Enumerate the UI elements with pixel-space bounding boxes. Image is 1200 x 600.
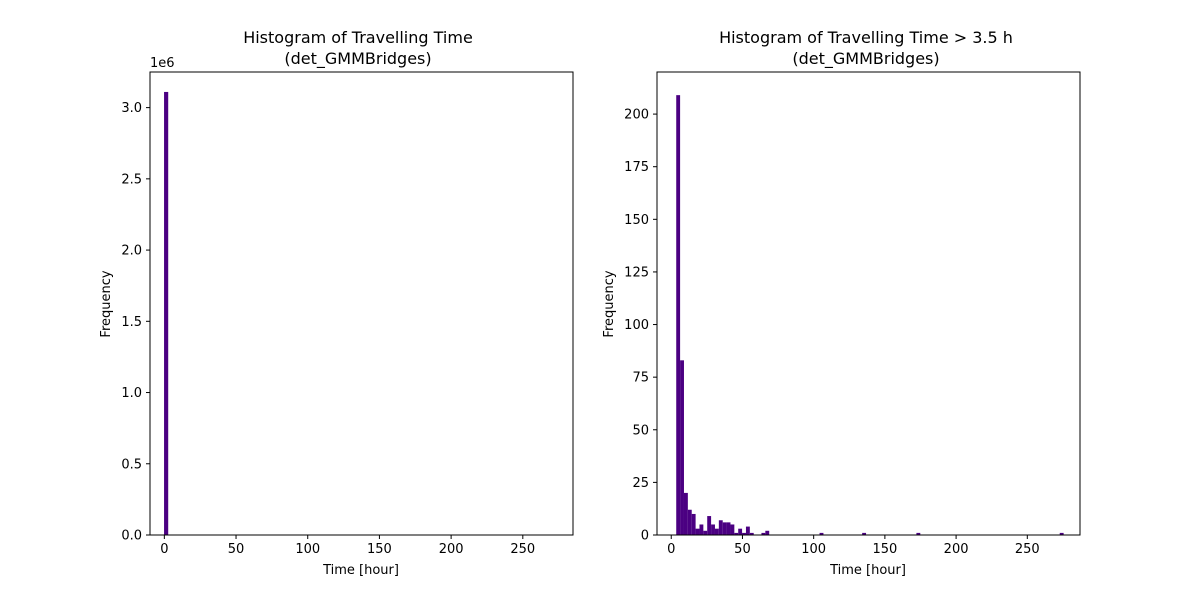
chart-left-title-line1: Histogram of Travelling Time xyxy=(243,28,473,47)
chart-right-x-axis-label: Time [hour] xyxy=(829,563,906,578)
chart-left-y-tick-label: 0.5 xyxy=(121,457,142,472)
chart-left-x-tick-label: 250 xyxy=(510,542,535,557)
chart-left-bars xyxy=(164,91,169,536)
chart-right-y-tick-label: 200 xyxy=(624,108,649,123)
chart-right-y-tick-label: 75 xyxy=(632,371,649,386)
chart-right-bar xyxy=(718,520,723,535)
chart-left-x-axis-label: Time [hour] xyxy=(322,563,399,578)
chart-right-bar xyxy=(761,532,766,535)
chart-left-x-tick-label: 100 xyxy=(295,542,320,557)
chart-right-bar xyxy=(734,532,739,535)
chart-right-bar xyxy=(738,528,743,535)
chart-right-bar xyxy=(749,532,754,535)
chart-right-title-line2: (det_GMMBridges) xyxy=(792,49,939,69)
chart-right-bar xyxy=(819,532,824,535)
chart-right-y-tick-label: 150 xyxy=(624,213,649,228)
chart-right-bar xyxy=(742,532,746,535)
chart-right-bar xyxy=(714,528,719,535)
chart-left-bar xyxy=(164,91,169,536)
chart-right-bars xyxy=(676,95,1064,536)
chart-right-bar xyxy=(680,360,684,535)
chart-left-x-ticks: 0 50 100 150 200 250 xyxy=(160,535,535,557)
chart-right-bar xyxy=(862,532,867,535)
chart-right-y-tick-label: 25 xyxy=(632,476,649,491)
chart-right-bar xyxy=(722,522,727,535)
chart-right-bar xyxy=(699,524,704,535)
chart-right-bar xyxy=(726,522,731,535)
chart-right: Histogram of Travelling Time > 3.5 h (de… xyxy=(602,28,1081,578)
chart-right-x-tick-label: 50 xyxy=(734,542,751,557)
chart-right-x-tick-label: 200 xyxy=(944,542,969,557)
chart-left-y-tick-label: 1.0 xyxy=(121,386,142,401)
chart-right-x-tick-label: 100 xyxy=(801,542,826,557)
chart-right-y-axis-label: Frequency xyxy=(602,270,617,337)
chart-right-bar xyxy=(687,509,692,535)
chart-right-y-tick-label: 125 xyxy=(624,265,649,280)
chart-left-x-tick-label: 200 xyxy=(439,542,464,557)
chart-right-y-tick-label: 50 xyxy=(632,423,649,438)
chart-left-y-tick-label: 1.5 xyxy=(121,315,142,330)
chart-left-plot-frame xyxy=(149,71,574,536)
chart-left-y-axis-label: Frequency xyxy=(99,270,114,337)
chart-right-x-tick-label: 0 xyxy=(667,542,675,557)
chart-left-title-line2: (det_GMMBridges) xyxy=(284,49,431,69)
chart-right-bar xyxy=(695,528,700,535)
chart-right-plot-frame xyxy=(656,71,1081,536)
chart-right-y-ticks: 0 25 50 75 100 125 150 175 200 xyxy=(624,108,657,544)
chart-right-bar xyxy=(745,526,750,535)
chart-left-y-tick-label: 2.0 xyxy=(121,244,142,259)
chart-right-bar xyxy=(730,524,735,535)
chart-right-bar xyxy=(765,530,770,535)
chart-right-y-tick-label: 0 xyxy=(641,529,649,544)
chart-right-bar xyxy=(916,532,921,535)
chart-left-y-ticks: 0.0 0.5 1.0 1.5 2.0 2.5 3.0 xyxy=(121,101,150,544)
chart-right-bar xyxy=(676,95,681,536)
chart-right-bar xyxy=(1059,532,1064,535)
chart-left-x-tick-label: 150 xyxy=(367,542,392,557)
chart-right-bar xyxy=(683,492,688,535)
chart-right-x-ticks: 0 50 100 150 200 250 xyxy=(667,535,1040,557)
chart-right-bar xyxy=(707,516,712,535)
chart-left-x-tick-label: 50 xyxy=(228,542,245,557)
chart-right-bar xyxy=(711,524,715,535)
chart-left: Histogram of Travelling Time (det_GMMBri… xyxy=(99,28,574,578)
chart-right-x-tick-label: 250 xyxy=(1015,542,1040,557)
chart-left-offset-text: 1e6 xyxy=(150,56,175,71)
chart-left-x-tick-label: 0 xyxy=(160,542,168,557)
chart-right-bar xyxy=(691,513,696,535)
chart-left-y-tick-label: 2.5 xyxy=(121,172,142,187)
chart-right-bar xyxy=(703,530,708,535)
chart-left-y-tick-label: 3.0 xyxy=(121,101,142,116)
chart-right-y-tick-label: 100 xyxy=(624,318,649,333)
chart-right-x-tick-label: 150 xyxy=(872,542,897,557)
chart-right-title-line1: Histogram of Travelling Time > 3.5 h xyxy=(719,28,1013,47)
chart-right-y-tick-label: 175 xyxy=(624,160,649,175)
chart-left-y-tick-label: 0.0 xyxy=(121,529,142,544)
